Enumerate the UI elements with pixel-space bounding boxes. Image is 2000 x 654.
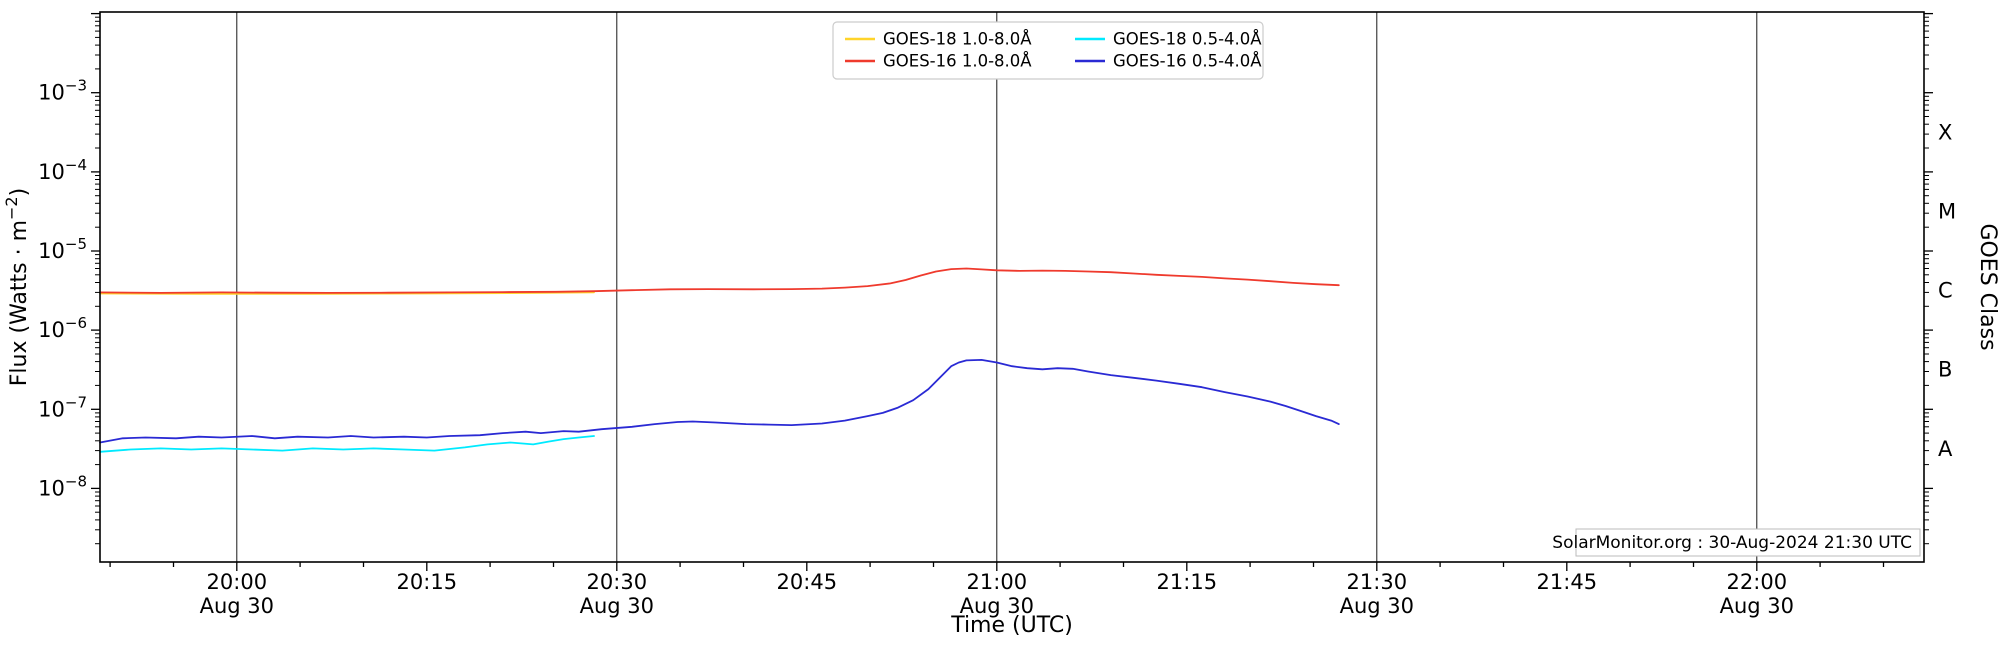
x-tick-label: 21:00 xyxy=(967,570,1028,594)
legend-label-2: GOES-18 0.5-4.0Å xyxy=(1113,30,1262,49)
x-tick-label: 20:00 xyxy=(207,570,268,594)
legend-box xyxy=(832,21,1264,80)
legend-label-1: GOES-16 1.0-8.0Å xyxy=(883,52,1032,71)
series-line-1 xyxy=(99,267,1340,294)
x-tick-label: 21:30 xyxy=(1347,570,1408,594)
x-axis-title: Time (UTC) xyxy=(950,613,1073,638)
series-line-2 xyxy=(99,435,595,453)
y-tick-label: 10−3 xyxy=(38,77,87,105)
y-tick-label: 10−4 xyxy=(38,156,87,184)
goes-class-letter: C xyxy=(1938,279,1953,303)
y-axis-title: Flux (Watts · m−2) xyxy=(2,188,32,386)
y-tick-label: 10−8 xyxy=(38,472,87,500)
y-tick-label: 10−6 xyxy=(38,314,87,342)
y-axis-title-right: GOES Class xyxy=(1975,223,2000,350)
x-date-label: Aug 30 xyxy=(580,594,654,618)
series-line-3 xyxy=(99,358,1340,444)
y-tick-label: 10−5 xyxy=(38,235,87,263)
annotation-text: SolarMonitor.org : 30-Aug-2024 21:30 UTC xyxy=(1552,533,1912,553)
x-tick-label: 20:15 xyxy=(397,570,458,594)
goes-class-letter: B xyxy=(1938,358,1952,382)
x-tick-label: 21:15 xyxy=(1157,570,1218,594)
legend-label-3: GOES-16 0.5-4.0Å xyxy=(1113,52,1262,71)
x-tick-label: 22:00 xyxy=(1727,570,1788,594)
y-tick-label: 10−7 xyxy=(38,393,87,421)
goes-class-letter: A xyxy=(1938,437,1953,461)
x-date-label: Aug 30 xyxy=(960,594,1034,618)
annotation-box xyxy=(1575,528,1921,557)
legend-label-0: GOES-18 1.0-8.0Å xyxy=(883,30,1032,49)
x-tick-label: 21:45 xyxy=(1537,570,1598,594)
goes-class-letter: X xyxy=(1938,120,1952,144)
x-date-label: Aug 30 xyxy=(1340,594,1414,618)
x-date-label: Aug 30 xyxy=(1720,594,1794,618)
x-tick-label: 20:30 xyxy=(587,570,648,594)
plot-frame xyxy=(99,11,1925,563)
goes-class-letter: M xyxy=(1938,199,1956,223)
x-date-label: Aug 30 xyxy=(200,594,274,618)
x-tick-label: 20:45 xyxy=(777,570,838,594)
plot-area xyxy=(100,12,1924,562)
